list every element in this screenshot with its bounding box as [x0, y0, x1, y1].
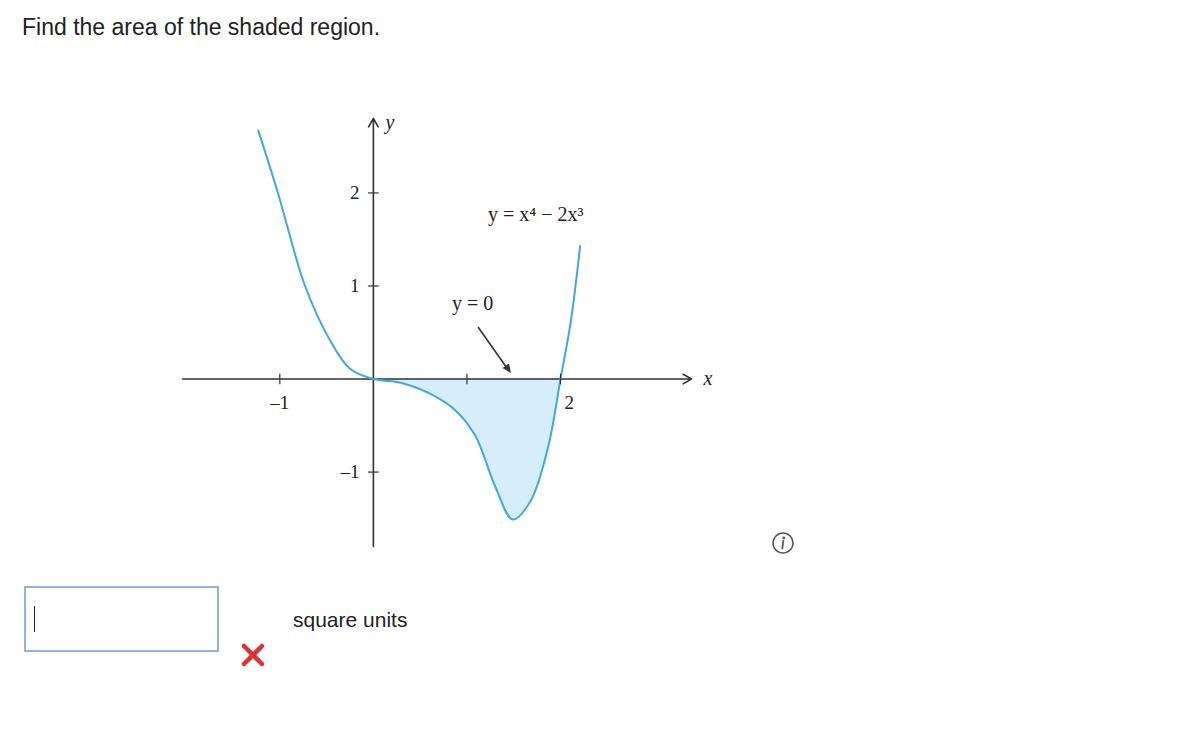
html-text:y = 0: y = 0 — [452, 292, 494, 314]
html-text:Find the area of the shaded re: Find the area of the shaded region. — [22, 14, 380, 40]
svg-text:–1: –1 — [339, 461, 359, 482]
svg-text:–1: –1 — [269, 392, 289, 413]
svg-text:2: 2 — [565, 392, 575, 413]
svg-text:2: 2 — [350, 182, 360, 203]
svg-text:y: y — [383, 111, 394, 134]
html-text:y = x⁴ − 2x³: y = x⁴ − 2x³ — [488, 203, 584, 225]
svg-text:1: 1 — [350, 275, 360, 296]
html-text:square units: square units — [293, 608, 408, 631]
svg-text:x: x — [703, 367, 713, 389]
